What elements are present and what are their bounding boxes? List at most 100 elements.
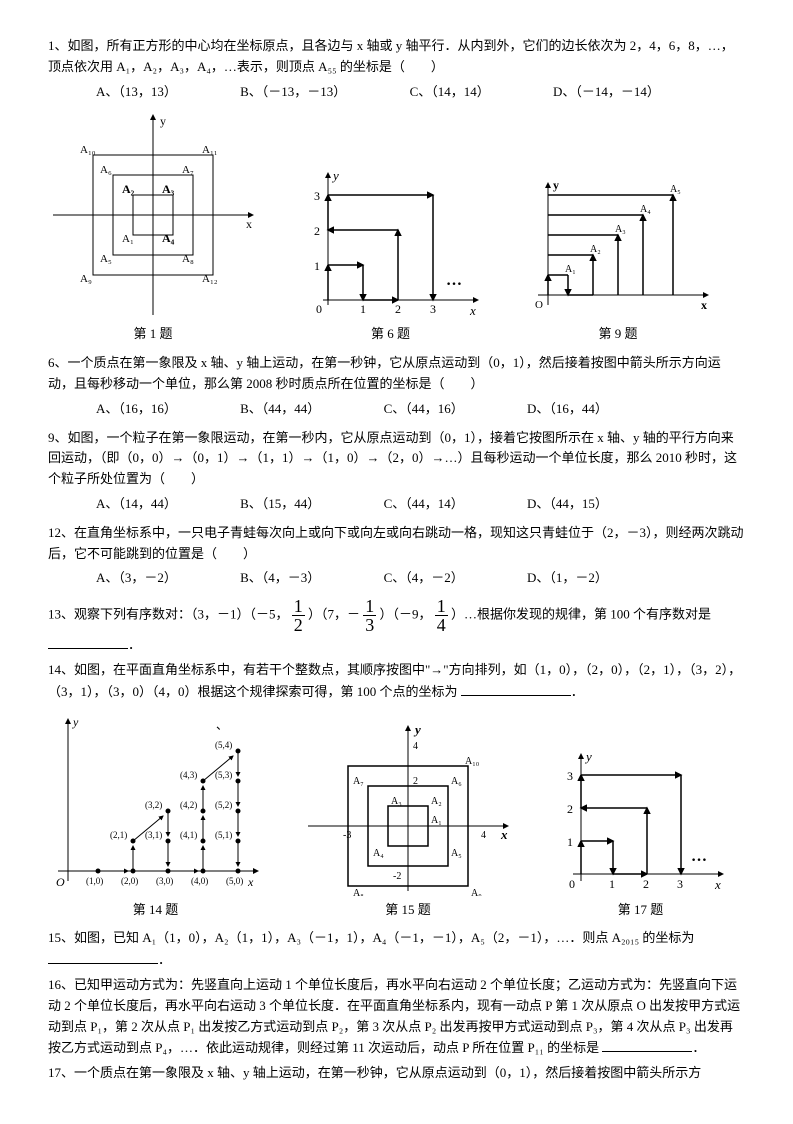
fig14-p0: (1,0) — [86, 876, 103, 886]
fig15-a4: A₄ — [373, 848, 384, 859]
fig14-p11: (5,2) — [215, 800, 232, 810]
fig17-xaxis: x — [714, 877, 721, 892]
q6-options: A、（16，16） B、（44，44） C、（44，16） D、（16，44） — [48, 399, 745, 420]
q9-opt-c: C、（44，14） — [384, 494, 464, 515]
q9-opt-b: B、（15，44） — [240, 494, 320, 515]
fig1-caption: 第 1 题 — [48, 324, 258, 345]
fig17-yaxis: y — [584, 749, 592, 764]
fig17-x2: 2 — [643, 877, 649, 891]
fig1-a11: A₁₁ — [202, 144, 218, 156]
q12-opt-c: C、（4，－2） — [384, 568, 464, 589]
fig1-x-label: x — [246, 217, 252, 231]
figure-row-2: O x y 、 (1,0) (2 — [48, 711, 745, 921]
question-16: 16、已知甲运动方式为：先竖直向上运动 1 个单位长度后，再水平向右运动 2 个… — [48, 975, 745, 1059]
fig1-a7: A₇ — [182, 164, 194, 176]
fig14-p7: (4,1) — [180, 830, 197, 840]
fig6-x2: 2 — [395, 302, 401, 316]
fig17-x1: 1 — [609, 877, 615, 891]
fig6-x0: 0 — [316, 302, 322, 316]
fig9-xaxis: x — [701, 298, 707, 312]
question-14: 14、如图，在平面直角坐标系中，有若干个整数点，其顺序按图中"→"方向排列，如（… — [48, 660, 745, 703]
q1-options: A、（13，13） B、（－13，－13） C、（14，14） D、（－14，－… — [48, 82, 745, 103]
fig15-yt2: 4 — [413, 741, 418, 752]
figure-6-svg: 0 1 2 3 1 2 3 x y … — [298, 165, 483, 320]
q14-blank[interactable] — [461, 681, 571, 696]
q9-opt-a: A、（14，44） — [96, 494, 177, 515]
fig17-y2: 2 — [567, 802, 573, 816]
fig17-y1: 1 — [567, 835, 573, 849]
figure-9-svg: O x y A₁ A₂ A₃ A₄ A₅ — [523, 175, 713, 320]
q15-text: 15、如图，已知 A₁（1，0），A₂（1，1），A₃（－1，1），A₄（－1，… — [48, 930, 694, 945]
q13-period: ． — [128, 637, 141, 652]
q6-opt-b: B、（44，44） — [240, 399, 320, 420]
fig14-p13: (5,3) — [215, 770, 232, 780]
fig17-x3: 3 — [677, 877, 683, 891]
fig1-a12: A₁₂ — [202, 273, 218, 285]
fig1-a3: A₃ — [162, 182, 175, 196]
fig15-a2: A₂ — [431, 796, 442, 807]
fig15-a6: A₆ — [451, 776, 462, 787]
fig14-p6: (3,1) — [145, 830, 162, 840]
q16-period: ． — [692, 1040, 705, 1055]
figure-17: 0 1 2 3 1 2 3 x y … 第 17 题 — [553, 746, 728, 921]
fig6-x3: 3 — [430, 302, 436, 316]
fig6-dots: … — [446, 272, 462, 289]
q13-mid2: ）（－9， — [380, 607, 432, 622]
fig14-p2: (3,0) — [156, 876, 173, 886]
fig17-caption: 第 17 题 — [553, 900, 728, 921]
fig14-p10: (4,2) — [180, 800, 197, 810]
fig15-yt0: -2 — [393, 871, 401, 882]
fig9-a5: A₅ — [670, 184, 681, 195]
fig14-p14: (5,4) — [215, 740, 232, 750]
question-17: 17、一个质点在第一象限及 x 轴、y 轴上运动，在第一秒钟，它从原点运动到（0… — [48, 1063, 745, 1084]
figure-6: 0 1 2 3 1 2 3 x y … 第 6 题 — [298, 165, 483, 345]
fig14-p12: (4,3) — [180, 770, 197, 780]
q1-opt-c: C、（14，14） — [410, 82, 490, 103]
fig14-caption: 第 14 题 — [48, 900, 263, 921]
q1-opt-b: B、（－13，－13） — [240, 82, 346, 103]
q12-opt-a: A、（3，－2） — [96, 568, 177, 589]
figure-1-svg: y x A₁ A₂ A₃ A₄ A₅ A₆ A₇ A₈ A₉ A₁₀ A₁₁ A… — [48, 110, 258, 320]
fig14-y: y — [72, 715, 79, 729]
q9-opt-d: D、（44，15） — [527, 494, 608, 515]
question-12: 12、在直角坐标系中，一只电子青蛙每次向上或向下或向左或向右跳动一格，现知这只青… — [48, 523, 745, 565]
q13-mid1: ）（7，－ — [308, 607, 360, 622]
figure-15-svg: x y A₁ A₂ A₃ A₄ A₅ A₆ A₇ A₈ A₉ A₁₀ -3 4 … — [303, 721, 513, 896]
q13-frac2: 13 — [363, 597, 376, 634]
question-9: 9、如图，一个粒子在第一象限运动，在第一秒内，它从原点运动到（0，1），接着它按… — [48, 428, 745, 490]
fig15-a3: A₃ — [391, 796, 402, 807]
q16-blank[interactable] — [602, 1037, 692, 1052]
fig17-dots: … — [691, 848, 707, 865]
question-15: 15、如图，已知 A₁（1，0），A₂（1，1），A₃（－1，1），A₄（－1，… — [48, 928, 745, 971]
fig9-a1: A₁ — [565, 264, 576, 275]
q15-blank[interactable] — [48, 949, 158, 964]
fig9-a2: A₂ — [590, 244, 601, 255]
q13-frac1: 12 — [292, 597, 305, 634]
q13-pre: 13、观察下列有序数对：（3，－1）（－5， — [48, 607, 289, 622]
fig14-p4: (5,0) — [226, 876, 243, 886]
fig1-a9: A₉ — [80, 273, 92, 285]
fig14-p1: (2,0) — [121, 876, 138, 886]
fig15-caption: 第 15 题 — [303, 900, 513, 921]
q12-opt-d: D、（1，－2） — [527, 568, 608, 589]
fig14-tick: 、 — [216, 718, 228, 732]
q13-blank[interactable] — [48, 634, 128, 649]
figure-row-1: y x A₁ A₂ A₃ A₄ A₅ A₆ A₇ A₈ A₉ A₁₀ A₁₁ A… — [48, 110, 745, 345]
question-13: 13、观察下列有序数对：（3，－1）（－5， 12 ）（7，－ 13 ）（－9，… — [48, 597, 745, 656]
fig15-yt1: 2 — [413, 776, 418, 787]
fig15-a10: A₁₀ — [465, 756, 480, 767]
q13-post: ）…根据你发现的规律，第 100 个有序数对是 — [451, 607, 711, 622]
fig6-xaxis: x — [469, 303, 476, 318]
fig15-a5: A₅ — [451, 848, 462, 859]
q12-opt-b: B、（4，－3） — [240, 568, 320, 589]
fig9-a3: A₃ — [615, 224, 626, 235]
fig9-caption: 第 9 题 — [523, 324, 713, 345]
q12-options: A、（3，－2） B、（4，－3） C、（4，－2） D、（1，－2） — [48, 568, 745, 589]
figure-9: O x y A₁ A₂ A₃ A₄ A₅ 第 9 题 — [523, 175, 713, 345]
fig14-p9: (3,2) — [145, 800, 162, 810]
fig15-a7: A₇ — [353, 776, 364, 787]
fig6-x1: 1 — [360, 302, 366, 316]
figure-1: y x A₁ A₂ A₃ A₄ A₅ A₆ A₇ A₈ A₉ A₁₀ A₁₁ A… — [48, 110, 258, 345]
fig14-p8: (5,1) — [215, 830, 232, 840]
fig1-a6: A₆ — [100, 164, 112, 176]
